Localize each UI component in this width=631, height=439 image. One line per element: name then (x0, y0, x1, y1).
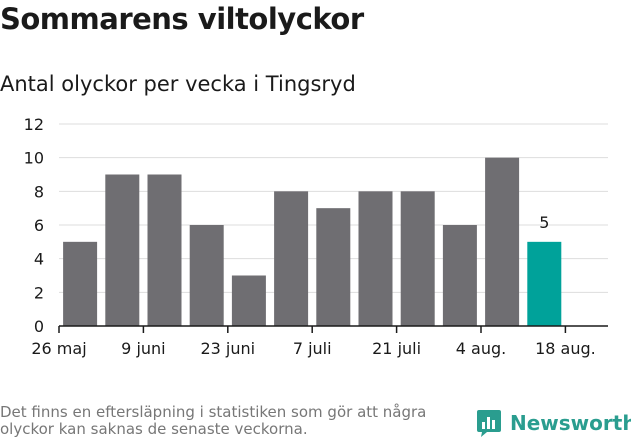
bars (63, 157, 562, 326)
bar (231, 275, 266, 326)
x-tick-label: 23 juni (200, 339, 255, 358)
bar (358, 191, 393, 326)
y-tick-label: 12 (24, 115, 44, 134)
bar (400, 191, 435, 326)
bar-chart-logo-icon (477, 410, 501, 437)
x-tick-label: 18 aug. (535, 339, 596, 358)
bar (442, 225, 477, 326)
chart-subtitle: Antal olyckor per vecka i Tingsryd (0, 72, 356, 96)
bar (63, 241, 98, 326)
bar (189, 225, 224, 326)
bar (527, 241, 562, 326)
x-tick-label: 21 juli (372, 339, 421, 358)
y-axis-ticks: 0 2 4 6 8 10 12 (24, 115, 44, 336)
data-labels: 5 (539, 213, 549, 232)
x-tick-label: 4 aug. (456, 339, 506, 358)
newsworthy-logo: Newsworthy (476, 408, 631, 438)
brand-name: Newsworthy (510, 411, 631, 435)
bar (485, 157, 520, 326)
bar (274, 191, 309, 326)
x-tick-label: 9 juni (121, 339, 165, 358)
footnote: Det finns en eftersläpning i statistiken… (0, 403, 427, 438)
y-tick-label: 10 (24, 149, 44, 168)
bar-chart: 0 2 4 6 8 10 12 5 26 maj 9 juni 23 juni 7 juli 21 … (24, 115, 608, 358)
bar (105, 174, 140, 326)
bar (316, 208, 351, 326)
data-label: 5 (539, 213, 549, 232)
y-tick-label: 6 (34, 216, 44, 235)
y-tick-label: 4 (34, 250, 44, 269)
y-tick-label: 0 (34, 317, 44, 336)
x-tick-label: 26 maj (31, 339, 86, 358)
y-tick-label: 2 (34, 283, 44, 302)
x-axis: 26 maj 9 juni 23 juni 7 juli 21 juli 4 aug. 18… (31, 325, 608, 358)
y-tick-label: 8 (34, 182, 44, 201)
chart-title: Sommarens viltolyckor (0, 2, 364, 36)
x-tick-label: 7 juli (293, 339, 332, 358)
bar (147, 174, 182, 326)
